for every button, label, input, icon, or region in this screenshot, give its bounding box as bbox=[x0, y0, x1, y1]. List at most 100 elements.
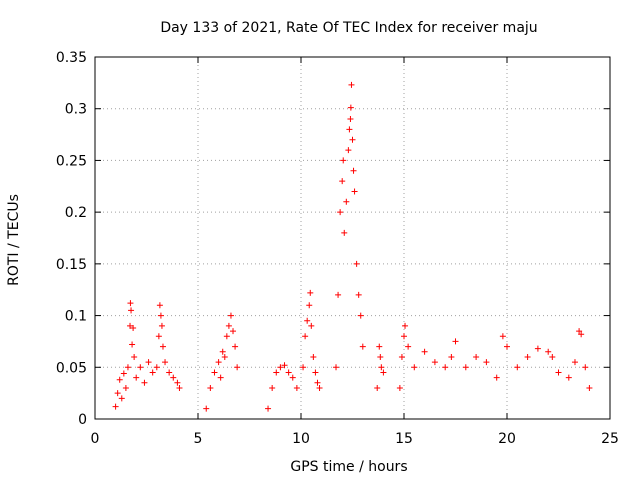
data-point bbox=[129, 341, 136, 348]
data-point bbox=[576, 328, 583, 335]
data-point bbox=[377, 353, 384, 360]
data-point bbox=[405, 343, 412, 350]
x-tick-label: 20 bbox=[498, 431, 516, 447]
data-point bbox=[555, 369, 562, 376]
data-point bbox=[312, 369, 319, 376]
data-point bbox=[359, 343, 366, 350]
data-point bbox=[149, 369, 156, 376]
data-point bbox=[452, 338, 459, 345]
data-point bbox=[133, 374, 140, 381]
data-point bbox=[145, 359, 152, 366]
x-tick-label: 10 bbox=[292, 431, 310, 447]
data-point bbox=[116, 376, 123, 383]
data-point bbox=[350, 167, 357, 174]
data-point bbox=[534, 345, 541, 352]
data-point bbox=[234, 364, 241, 371]
data-point bbox=[343, 198, 350, 205]
data-point bbox=[431, 359, 438, 366]
data-point bbox=[549, 353, 556, 360]
data-point bbox=[300, 364, 307, 371]
data-point bbox=[293, 384, 300, 391]
data-point bbox=[112, 403, 119, 410]
data-point bbox=[156, 302, 163, 309]
data-point bbox=[153, 364, 160, 371]
data-point bbox=[483, 359, 490, 366]
data-point bbox=[124, 364, 131, 371]
data-point bbox=[571, 359, 578, 366]
data-points bbox=[112, 81, 593, 412]
data-point bbox=[310, 353, 317, 360]
x-tick-label: 5 bbox=[194, 431, 203, 447]
data-point bbox=[524, 353, 531, 360]
x-tick-label: 25 bbox=[601, 431, 619, 447]
data-point bbox=[347, 116, 354, 123]
data-point bbox=[219, 348, 226, 355]
data-point bbox=[223, 333, 230, 340]
data-point bbox=[141, 379, 148, 386]
data-point bbox=[232, 343, 239, 350]
data-point bbox=[131, 353, 138, 360]
data-point bbox=[346, 126, 353, 133]
data-point bbox=[335, 291, 342, 298]
data-point bbox=[273, 369, 280, 376]
data-point bbox=[308, 322, 315, 329]
data-point bbox=[159, 343, 166, 350]
data-point bbox=[347, 104, 354, 111]
data-point bbox=[565, 374, 572, 381]
y-tick-label: 0 bbox=[78, 412, 87, 428]
data-point bbox=[302, 333, 309, 340]
data-point bbox=[130, 324, 137, 331]
data-point bbox=[217, 374, 224, 381]
data-point bbox=[345, 147, 352, 154]
data-point bbox=[462, 364, 469, 371]
data-point bbox=[578, 331, 585, 338]
y-tick-label: 0.1 bbox=[65, 309, 87, 325]
data-point bbox=[285, 369, 292, 376]
data-point bbox=[127, 300, 134, 307]
y-axis-label: ROTI / TECUs bbox=[6, 194, 22, 286]
data-point bbox=[277, 364, 284, 371]
data-point bbox=[378, 364, 385, 371]
data-point bbox=[230, 328, 237, 335]
axis-ticks: 0 5 10 15 20 25 0 0.05 0.1 0.15 0.2 0.25 0.3 0.35 bbox=[56, 50, 619, 447]
data-point bbox=[158, 322, 165, 329]
data-point bbox=[349, 136, 356, 143]
data-point bbox=[401, 333, 407, 340]
data-point bbox=[265, 405, 272, 412]
data-point bbox=[289, 374, 296, 381]
data-point bbox=[157, 312, 164, 319]
data-point bbox=[355, 291, 362, 298]
data-point bbox=[340, 157, 347, 164]
data-point bbox=[122, 384, 129, 391]
data-point bbox=[281, 362, 288, 369]
data-point bbox=[304, 317, 311, 324]
y-tick-label: 0.2 bbox=[65, 205, 87, 221]
data-point bbox=[314, 379, 321, 386]
y-tick-label: 0.15 bbox=[56, 257, 87, 273]
data-point bbox=[351, 188, 358, 195]
data-point bbox=[586, 384, 593, 391]
data-point bbox=[504, 343, 510, 350]
data-point bbox=[448, 353, 455, 360]
data-point bbox=[376, 343, 383, 350]
chart-title: Day 133 of 2021, Rate Of TEC Index for r… bbox=[160, 20, 537, 36]
data-point bbox=[137, 364, 144, 371]
y-tick-label: 0.25 bbox=[56, 153, 87, 169]
data-point bbox=[337, 209, 344, 216]
data-point bbox=[582, 364, 589, 371]
data-point bbox=[333, 364, 340, 371]
data-point bbox=[221, 353, 228, 360]
data-point bbox=[207, 384, 214, 391]
data-point bbox=[341, 229, 348, 236]
data-point bbox=[114, 390, 121, 397]
data-point bbox=[348, 81, 355, 88]
data-point bbox=[514, 364, 521, 371]
data-point bbox=[174, 379, 181, 386]
data-point bbox=[316, 384, 323, 391]
data-point bbox=[203, 405, 210, 412]
data-point bbox=[176, 384, 183, 391]
data-point bbox=[155, 333, 162, 340]
data-point bbox=[170, 374, 177, 381]
data-point bbox=[162, 359, 169, 366]
